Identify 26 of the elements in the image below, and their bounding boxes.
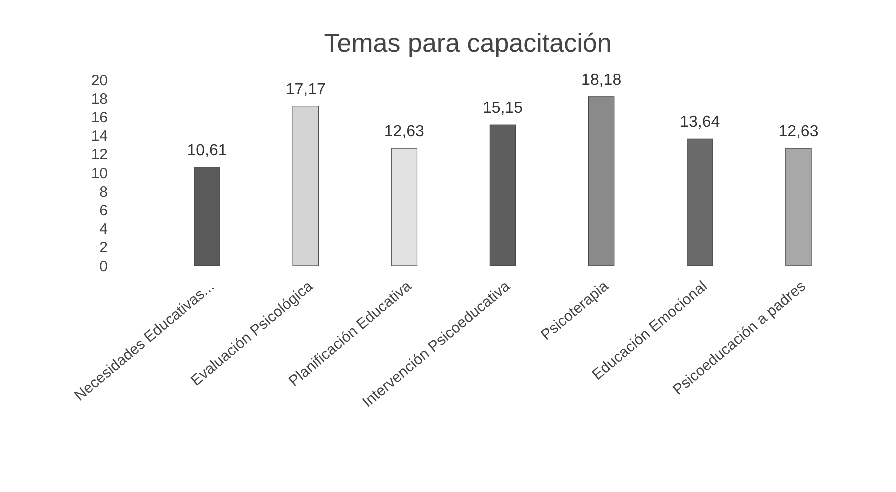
- y-tick-label: 8: [100, 184, 108, 201]
- y-tick-label: 12: [91, 146, 108, 164]
- y-tick-label: 16: [91, 109, 108, 126]
- bar: [588, 96, 615, 266]
- y-tick-label: 10: [91, 165, 108, 182]
- data-label: 18,18: [582, 72, 622, 89]
- chart-title: Temas para capacitación: [324, 28, 612, 58]
- bar: [194, 167, 220, 266]
- bar: [786, 148, 812, 266]
- y-tick-label: 6: [100, 202, 108, 220]
- bar: [490, 124, 516, 266]
- data-label: 12,63: [778, 124, 819, 141]
- data-label: 17,17: [286, 81, 326, 98]
- bar: [687, 138, 714, 266]
- data-label: 13,64: [680, 114, 720, 132]
- data-label: 15,15: [482, 100, 524, 118]
- y-tick-label: 2: [100, 240, 108, 257]
- bar: [292, 106, 319, 266]
- data-label: 12,63: [384, 124, 425, 141]
- y-tick-label: 18: [91, 90, 108, 108]
- bar: [391, 148, 418, 266]
- y-tick-label: 4: [100, 221, 108, 238]
- y-tick-label: 0: [100, 258, 108, 276]
- y-tick-label: 20: [91, 72, 108, 90]
- data-label: 10,61: [187, 142, 228, 160]
- y-tick-label: 14: [91, 128, 108, 146]
